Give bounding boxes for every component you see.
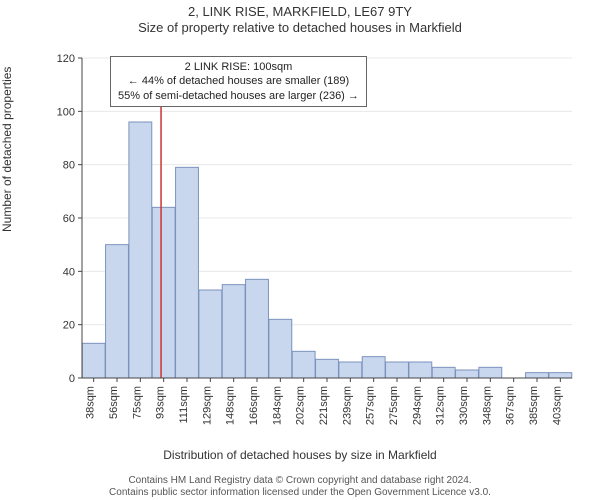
chart-container: 0 20 40 60 80 100 120 38sqm 56sqm 75sqm 93sqm 111sq… xyxy=(52,46,582,426)
annotation-box: 2 LINK RISE: 100sqm ← 44% of detached ho… xyxy=(110,56,367,107)
footer-line-2: Contains public sector information licen… xyxy=(0,487,600,499)
svg-text:239sqm: 239sqm xyxy=(341,386,353,425)
svg-text:75sqm: 75sqm xyxy=(131,386,143,419)
svg-text:100: 100 xyxy=(57,106,75,118)
annotation-line-2: ← 44% of detached houses are smaller (18… xyxy=(118,74,359,88)
svg-text:367sqm: 367sqm xyxy=(505,386,517,425)
svg-text:348sqm: 348sqm xyxy=(481,386,493,425)
y-axis-label: Number of detached properties xyxy=(0,67,14,232)
svg-text:294sqm: 294sqm xyxy=(411,386,423,425)
svg-text:129sqm: 129sqm xyxy=(201,386,213,425)
svg-text:20: 20 xyxy=(63,320,75,332)
page-title: 2, LINK RISE, MARKFIELD, LE67 9TY xyxy=(0,0,600,20)
x-axis-label: Distribution of detached houses by size … xyxy=(0,448,600,462)
svg-text:148sqm: 148sqm xyxy=(225,386,237,425)
svg-text:403sqm: 403sqm xyxy=(551,386,563,425)
svg-text:385sqm: 385sqm xyxy=(528,386,540,425)
annotation-line-1: 2 LINK RISE: 100sqm xyxy=(118,60,359,74)
svg-text:0: 0 xyxy=(69,373,75,385)
svg-text:120: 120 xyxy=(57,53,75,65)
footer-line-1: Contains HM Land Registry data © Crown c… xyxy=(0,475,600,487)
svg-text:312sqm: 312sqm xyxy=(435,386,447,425)
svg-text:330sqm: 330sqm xyxy=(458,386,470,425)
page-root: 2, LINK RISE, MARKFIELD, LE67 9TY Size o… xyxy=(0,0,600,500)
svg-text:40: 40 xyxy=(63,266,75,278)
svg-text:60: 60 xyxy=(63,213,75,225)
svg-text:166sqm: 166sqm xyxy=(248,386,260,425)
svg-text:56sqm: 56sqm xyxy=(108,386,120,419)
svg-text:275sqm: 275sqm xyxy=(388,386,400,425)
footer-attribution: Contains HM Land Registry data © Crown c… xyxy=(0,475,600,499)
svg-text:38sqm: 38sqm xyxy=(85,386,97,419)
svg-text:221sqm: 221sqm xyxy=(318,386,330,425)
svg-text:202sqm: 202sqm xyxy=(295,386,307,425)
svg-text:111sqm: 111sqm xyxy=(178,386,190,424)
annotation-line-3: 55% of semi-detached houses are larger (… xyxy=(118,89,359,103)
svg-text:93sqm: 93sqm xyxy=(155,386,167,419)
svg-text:184sqm: 184sqm xyxy=(271,386,283,425)
svg-text:257sqm: 257sqm xyxy=(365,386,377,425)
page-subtitle: Size of property relative to detached ho… xyxy=(0,20,600,36)
svg-text:80: 80 xyxy=(63,160,75,172)
